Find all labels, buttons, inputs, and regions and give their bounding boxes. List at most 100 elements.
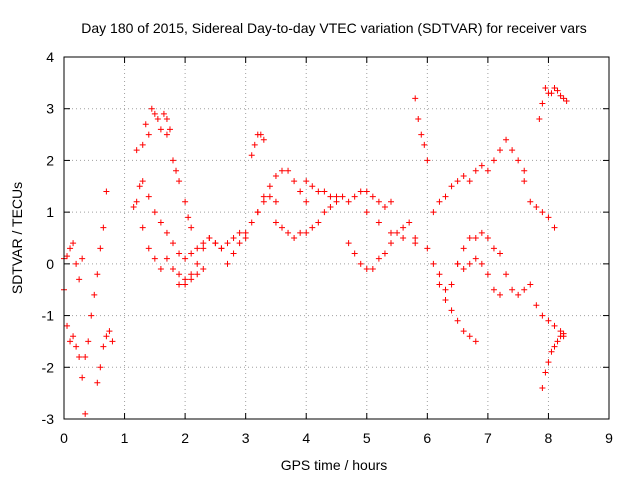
data-point xyxy=(388,229,394,236)
data-point xyxy=(151,209,158,216)
data-point xyxy=(309,183,316,190)
data-point xyxy=(76,276,83,283)
data-point xyxy=(557,328,564,335)
data-point xyxy=(436,281,443,288)
data-point xyxy=(388,240,394,247)
data-point xyxy=(173,167,180,174)
data-point xyxy=(194,245,201,252)
data-point xyxy=(260,193,267,200)
data-point xyxy=(527,198,534,205)
data-point xyxy=(554,87,561,94)
data-point xyxy=(339,193,346,200)
data-point xyxy=(218,245,225,252)
series-sat-track-23 xyxy=(536,85,570,123)
data-point xyxy=(442,193,449,200)
y-tick-label: 0 xyxy=(46,256,54,272)
data-point xyxy=(79,255,86,262)
data-point xyxy=(460,266,467,273)
data-point xyxy=(448,281,455,288)
data-point xyxy=(533,302,540,309)
y-tick-label: -1 xyxy=(42,308,55,324)
data-point xyxy=(224,260,231,267)
data-point xyxy=(521,178,528,185)
data-point xyxy=(484,235,491,241)
data-point xyxy=(76,353,83,360)
data-point xyxy=(412,240,419,247)
data-point xyxy=(472,235,479,241)
data-point xyxy=(539,100,546,107)
data-point xyxy=(79,374,86,381)
data-point xyxy=(200,266,207,273)
data-point xyxy=(139,141,146,148)
data-point xyxy=(145,131,152,138)
data-point xyxy=(182,276,189,283)
data-point xyxy=(291,235,298,241)
data-point xyxy=(472,338,479,345)
series-sat-track-4 xyxy=(94,328,116,386)
data-point xyxy=(176,271,183,278)
series-sat-track-20 xyxy=(521,178,558,231)
data-point xyxy=(73,260,80,267)
data-point xyxy=(148,105,155,112)
data-point xyxy=(260,198,267,205)
data-point xyxy=(297,229,304,236)
data-point xyxy=(254,209,261,216)
data-point xyxy=(67,245,74,252)
data-point xyxy=(130,203,137,210)
x-tick-label: 8 xyxy=(545,430,553,446)
x-tick-label: 1 xyxy=(121,430,129,446)
data-point xyxy=(194,260,201,267)
data-point xyxy=(176,281,183,288)
data-point xyxy=(503,271,510,278)
data-point xyxy=(230,250,237,257)
series-sat-track-2 xyxy=(61,240,86,283)
data-point xyxy=(497,147,503,154)
data-point xyxy=(151,255,158,262)
data-point xyxy=(515,157,522,164)
data-point xyxy=(170,240,176,247)
data-point xyxy=(303,198,310,205)
data-point xyxy=(82,410,89,417)
data-point xyxy=(73,343,80,350)
data-point xyxy=(321,209,328,216)
data-point xyxy=(351,250,358,257)
x-tick-label: 5 xyxy=(363,430,371,446)
data-point xyxy=(551,343,558,350)
data-point xyxy=(557,92,564,99)
data-point xyxy=(285,229,292,236)
data-point xyxy=(145,245,152,252)
data-point xyxy=(170,266,176,273)
data-point xyxy=(206,235,213,241)
data-point xyxy=(527,281,534,288)
data-point xyxy=(536,116,543,123)
data-point xyxy=(478,229,485,236)
grid-layer xyxy=(64,57,609,419)
data-point xyxy=(266,183,273,190)
data-point xyxy=(70,240,77,247)
data-point xyxy=(103,188,110,195)
y-tick-label: 2 xyxy=(46,152,54,168)
data-point xyxy=(136,183,143,190)
data-point xyxy=(133,147,140,154)
series-sat-track-17 xyxy=(430,136,528,216)
data-point xyxy=(64,253,71,260)
data-point xyxy=(291,178,298,185)
data-point xyxy=(333,193,340,200)
data-point xyxy=(200,245,207,252)
data-point xyxy=(212,240,219,247)
data-point xyxy=(490,157,497,164)
axes-layer xyxy=(63,56,610,420)
data-point xyxy=(375,198,382,205)
data-point xyxy=(321,188,328,195)
data-point xyxy=(251,141,258,148)
data-point xyxy=(545,214,552,221)
data-point xyxy=(545,359,552,366)
data-point xyxy=(163,131,170,138)
data-point xyxy=(188,224,195,231)
data-point xyxy=(490,245,497,252)
data-point xyxy=(436,271,443,278)
series-sat-track-6 xyxy=(133,198,207,288)
data-point xyxy=(230,235,237,241)
series-sat-track-3 xyxy=(82,188,110,360)
